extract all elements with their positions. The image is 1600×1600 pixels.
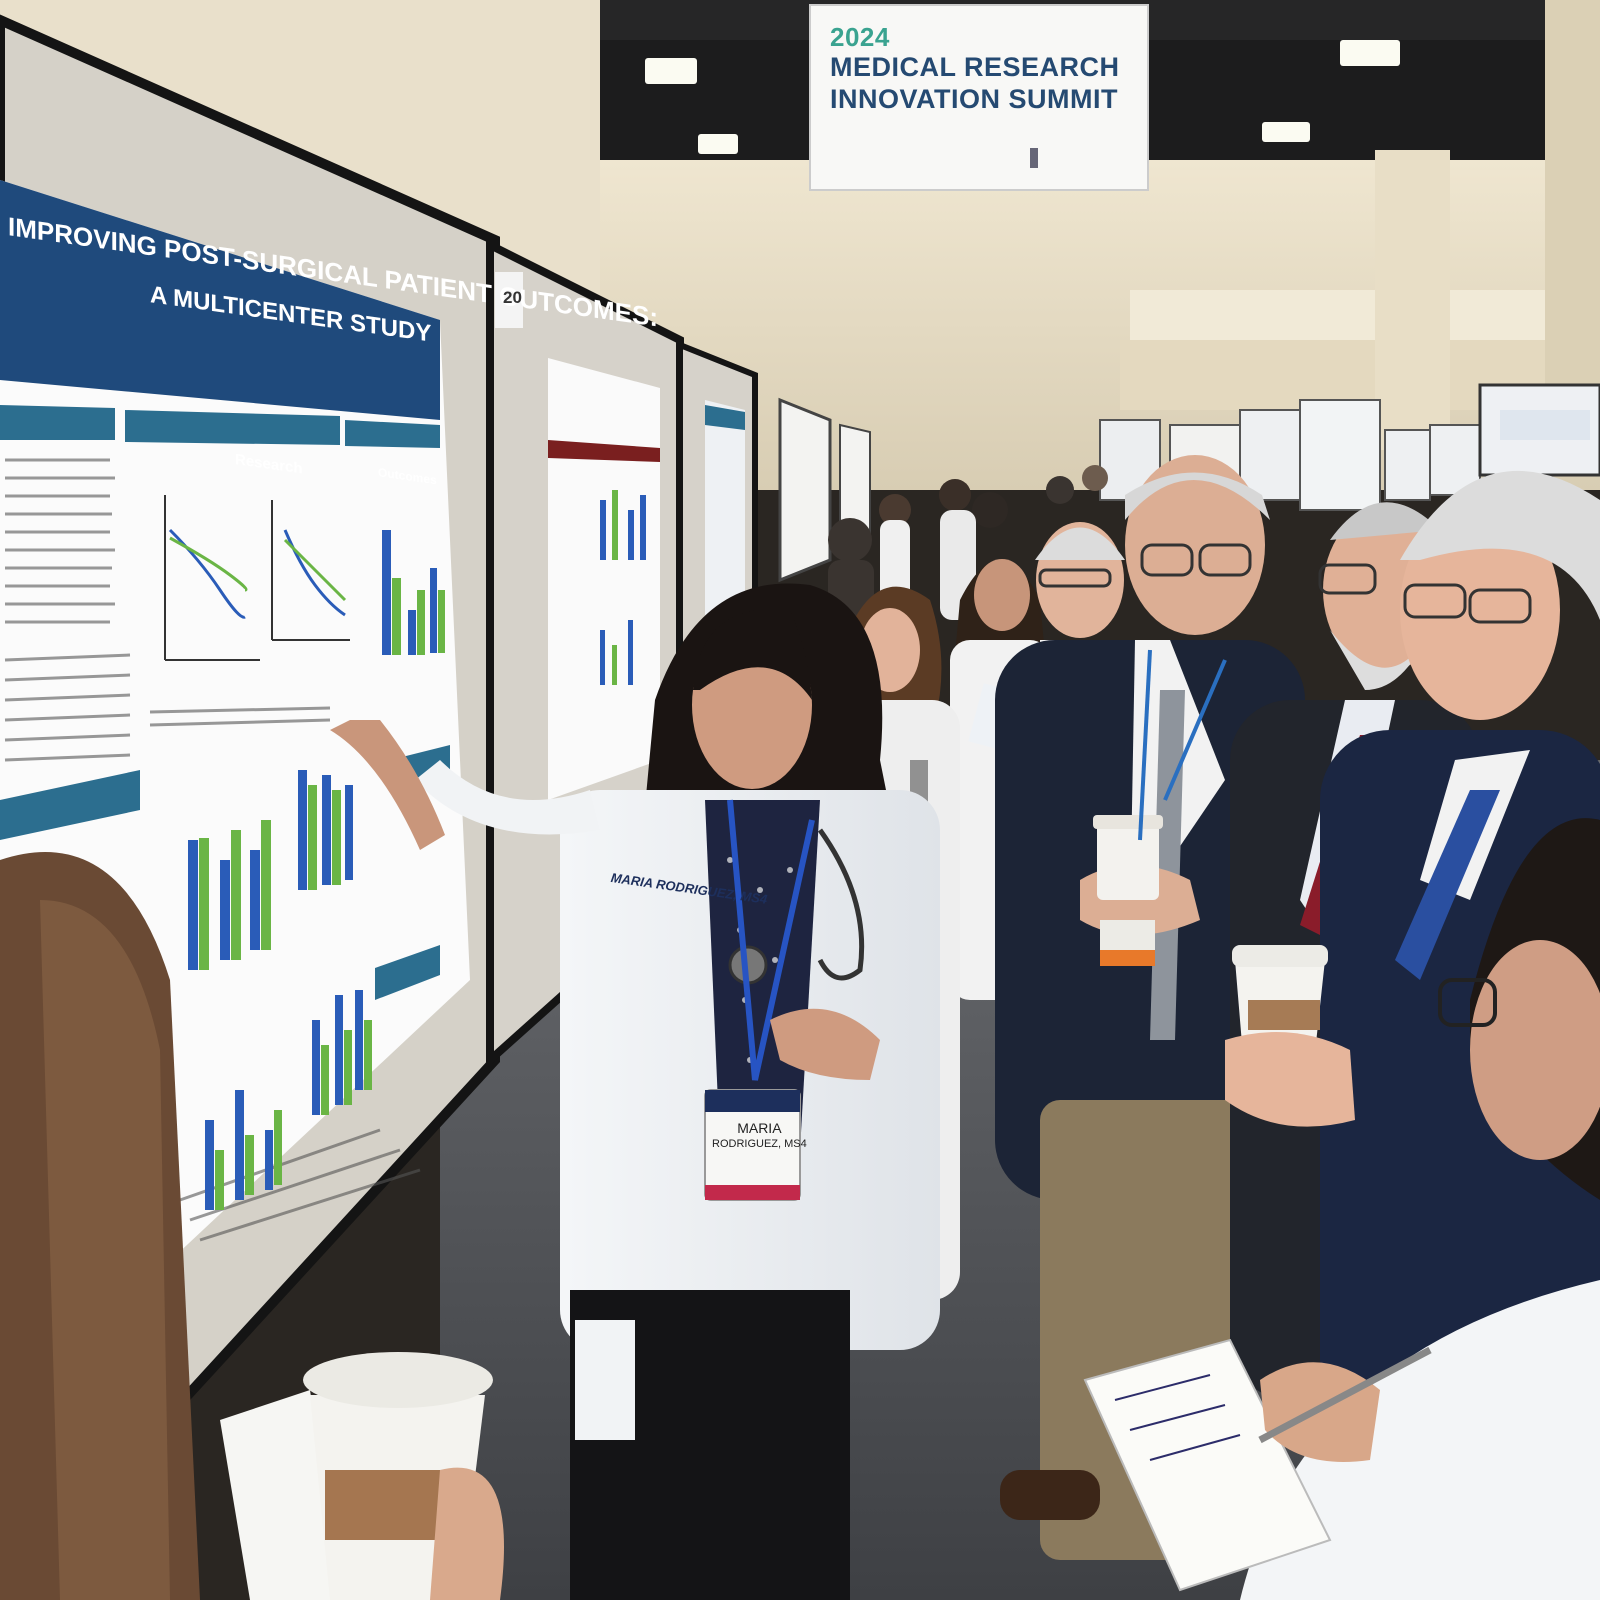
name-badge: MARIA RODRIGUEZ, MS4 <box>712 1120 807 1152</box>
poster-header-band <box>0 180 440 420</box>
attendee-man-glasses <box>1225 470 1600 1430</box>
poster-bar-chart-3 <box>298 770 353 890</box>
summit-banner <box>809 4 1149 191</box>
poster-body-text <box>4 458 421 1242</box>
poster-bar-chart-4 <box>205 1090 282 1210</box>
banner-title-line1: MEDICAL RESEARCH <box>830 52 1120 82</box>
poster-bar-chart-2 <box>188 820 271 970</box>
attendee-woman-foreground-right <box>1083 818 1600 1600</box>
banner-title-line2: INNOVATION SUMMIT <box>830 84 1118 114</box>
badge-first-name: MARIA <box>737 1120 782 1136</box>
right-wall <box>1545 0 1600 420</box>
column <box>1375 150 1450 450</box>
board-number-card <box>495 272 523 328</box>
poster-2-paper <box>548 358 660 800</box>
poster-bar-chart-1 <box>382 530 445 655</box>
poster-line-chart-2 <box>271 500 350 641</box>
banner-year: 2024 <box>830 22 890 52</box>
presenter <box>330 583 940 1600</box>
poster-section-outcomes: Outcomes <box>378 465 437 488</box>
poster-2-charts <box>600 490 646 685</box>
poster-bar-chart-5 <box>312 990 372 1115</box>
ceiling-lights <box>645 40 1400 154</box>
badge-last-name: RODRIGUEZ, MS4 <box>712 1138 807 1150</box>
board-number: 20 <box>503 288 522 307</box>
attendee-foreground-left <box>0 852 504 1600</box>
poster-line-chart-1 <box>164 495 260 661</box>
